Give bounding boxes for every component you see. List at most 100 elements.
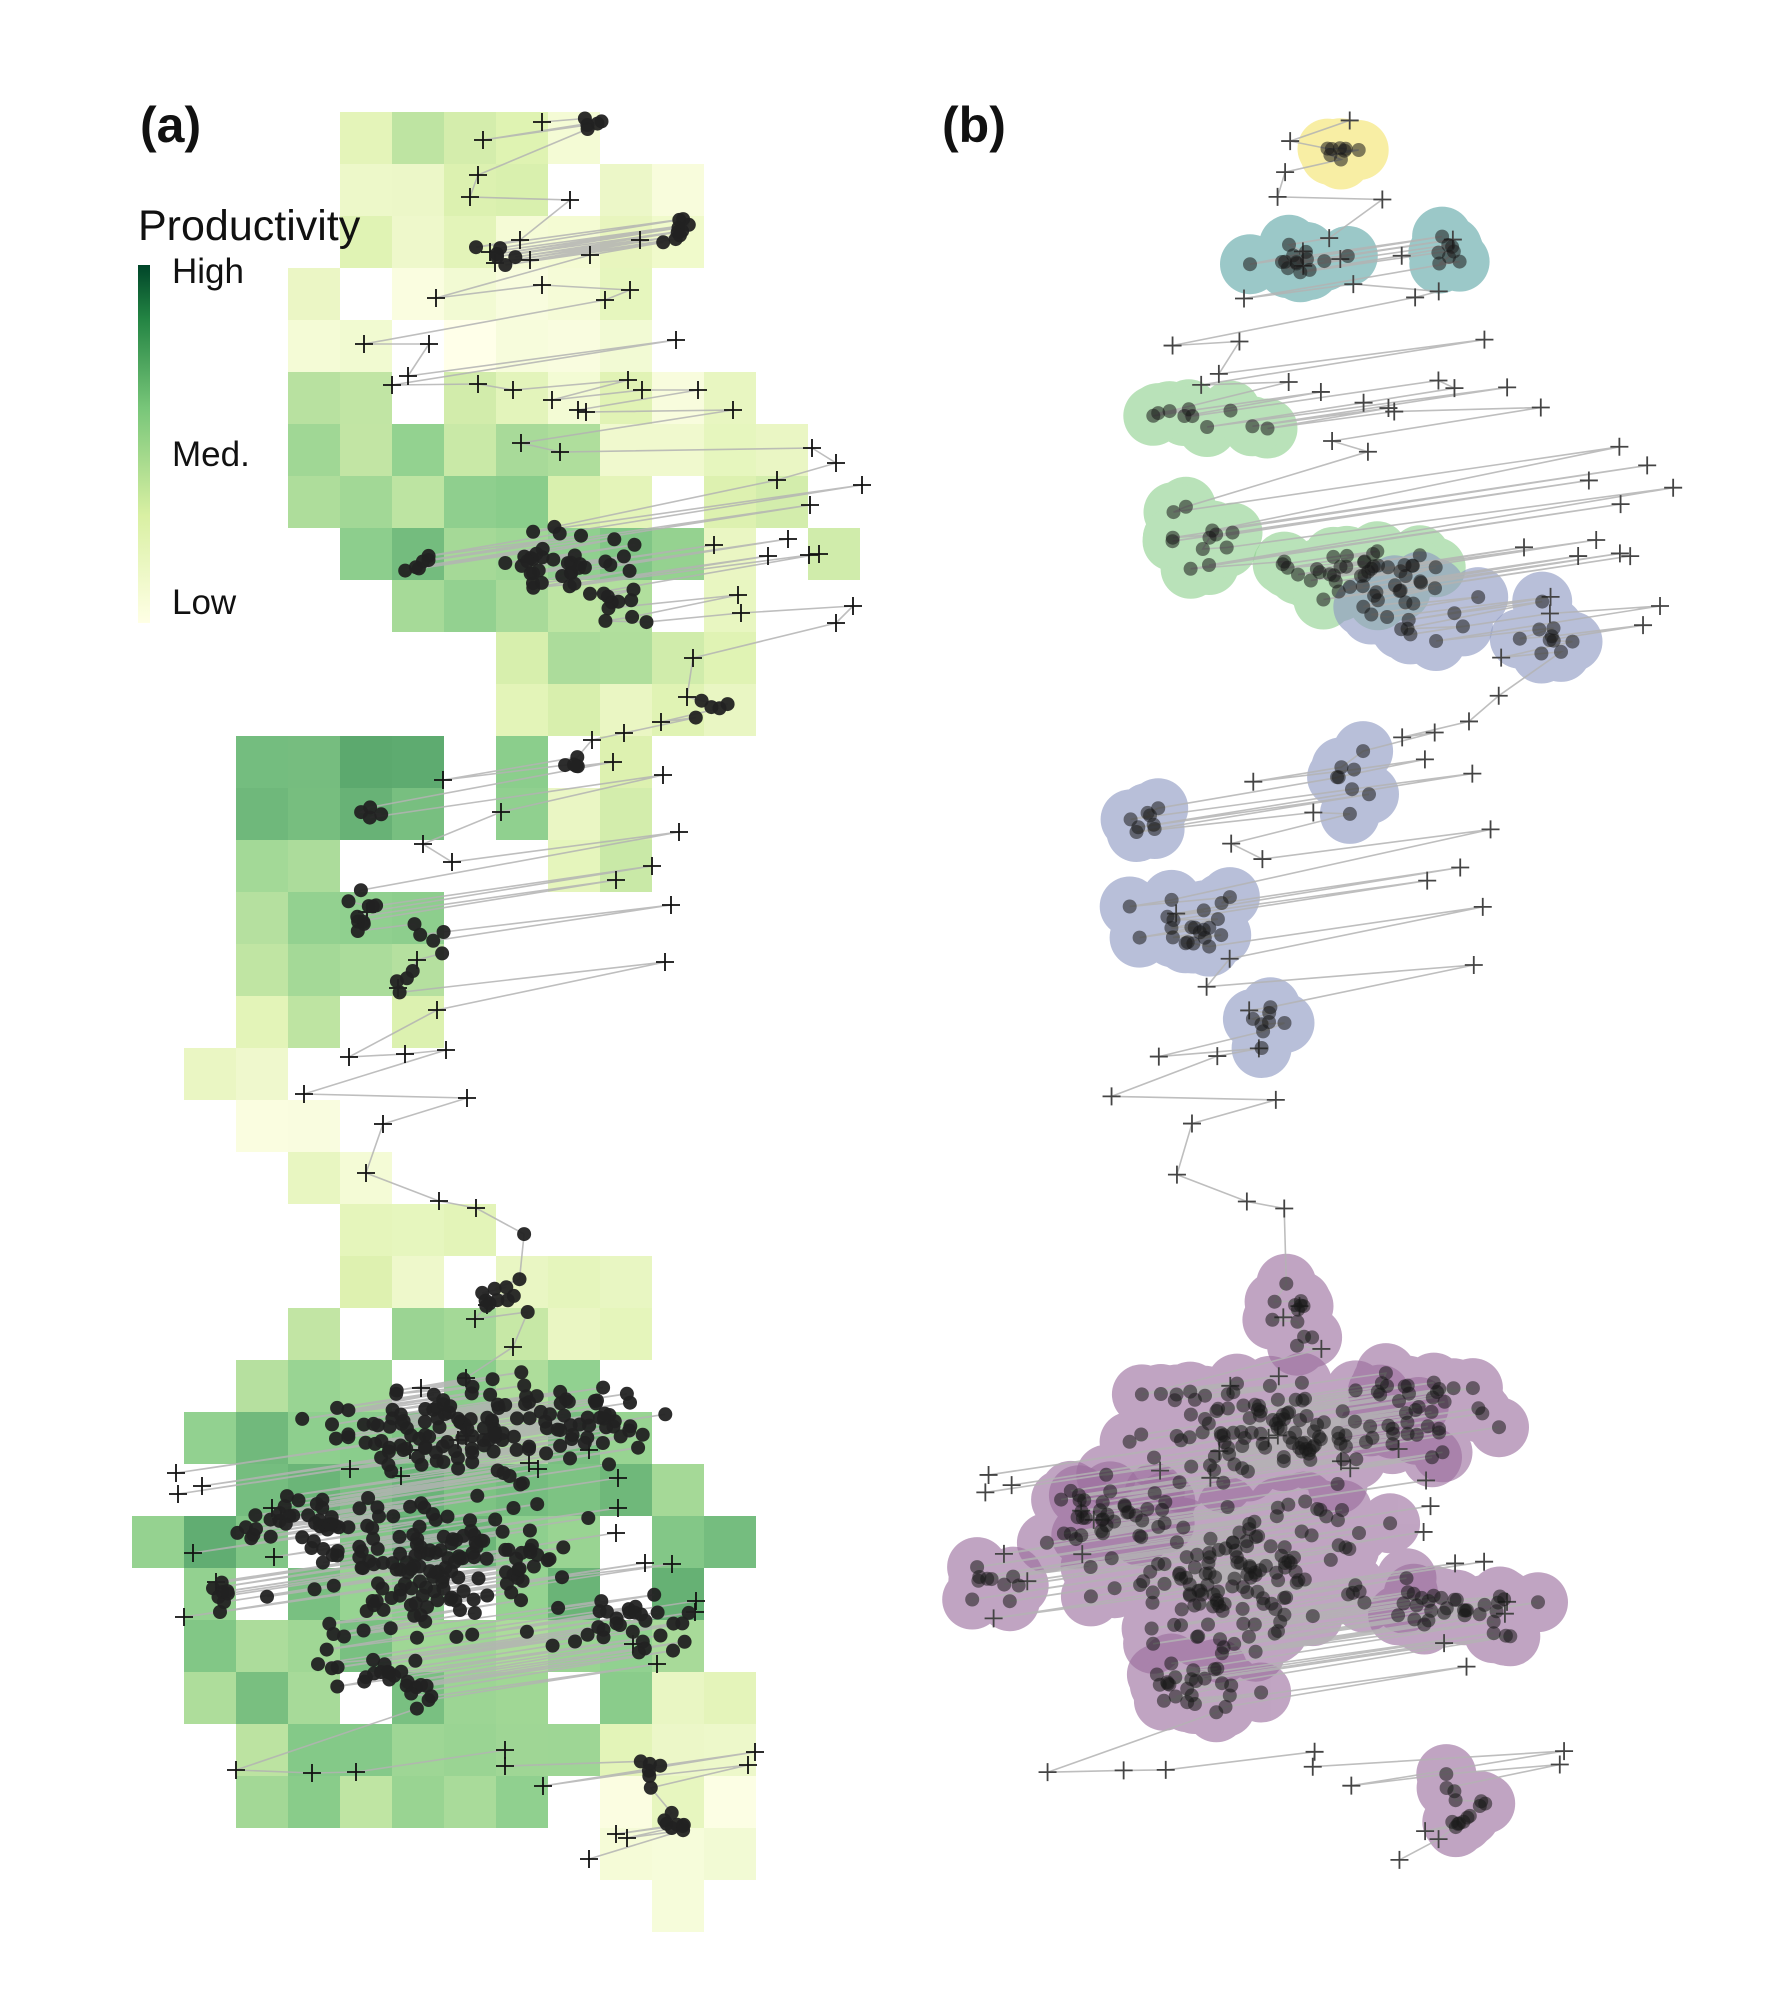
point-marker <box>1157 1576 1172 1591</box>
point-marker <box>1210 1593 1224 1607</box>
grid-cell <box>392 580 444 632</box>
point-markers-a <box>206 111 735 1838</box>
cross-marker <box>511 231 529 249</box>
point-marker <box>358 1435 373 1450</box>
point-marker <box>382 1419 397 1434</box>
point-marker <box>450 1451 465 1466</box>
point-marker <box>1512 631 1527 646</box>
cross-marker <box>533 276 551 294</box>
point-marker <box>1145 1585 1160 1600</box>
point-marker <box>330 1544 345 1558</box>
cross-marker <box>1311 382 1330 401</box>
grid-cell <box>236 1672 288 1724</box>
point-marker <box>676 1823 691 1838</box>
point-marker <box>1196 903 1211 918</box>
point-marker <box>1144 1621 1159 1636</box>
point-marker <box>421 1547 435 1562</box>
point-marker <box>526 524 541 539</box>
legend-high-label: High <box>172 252 244 291</box>
point-marker <box>367 1666 382 1681</box>
cross-marker <box>1664 478 1683 497</box>
point-marker <box>1235 1601 1250 1616</box>
cross-marker <box>1634 616 1653 635</box>
cross-marker <box>609 1499 627 1517</box>
point-marker <box>1140 805 1155 820</box>
grid-cell <box>496 1308 548 1360</box>
cross-marker <box>1305 1742 1324 1761</box>
point-marker <box>480 1588 495 1603</box>
point-marker <box>627 537 642 552</box>
grid-cell <box>184 1620 236 1672</box>
cross-marker <box>428 1001 446 1019</box>
point-marker <box>1432 1421 1446 1436</box>
cross-marker <box>1197 977 1216 996</box>
point-marker <box>1190 1629 1205 1644</box>
point-marker <box>1425 1450 1439 1465</box>
cross-marker <box>443 853 461 871</box>
point-marker <box>470 1488 485 1503</box>
point-marker <box>1074 1528 1089 1543</box>
point-marker <box>677 1634 692 1649</box>
cross-marker <box>1621 547 1640 566</box>
cross-marker <box>621 281 639 299</box>
cross-marker <box>984 1609 1003 1628</box>
point-marker <box>1184 1672 1199 1687</box>
point-marker <box>1255 1436 1270 1451</box>
point-marker <box>1219 540 1234 555</box>
point-marker <box>1104 1551 1119 1566</box>
cross-markers-a <box>167 113 871 1868</box>
grid-cell <box>392 1724 444 1776</box>
point-marker <box>1335 1503 1349 1517</box>
point-marker <box>520 554 535 569</box>
point-marker <box>514 1593 528 1608</box>
point-marker <box>1331 1431 1346 1446</box>
point-marker <box>1439 1601 1454 1616</box>
cross-marker <box>469 375 487 393</box>
grid-cell <box>288 1776 340 1828</box>
cross-marker <box>656 953 674 971</box>
cross-marker <box>347 1763 365 1781</box>
point-marker <box>1441 238 1456 252</box>
cross-marker <box>543 391 561 409</box>
point-marker <box>418 1441 432 1455</box>
point-marker <box>325 1417 339 1432</box>
point-marker <box>1336 1452 1350 1467</box>
point-marker <box>361 1491 376 1505</box>
point-marker <box>1200 420 1215 434</box>
point-marker <box>1223 403 1238 418</box>
cross-marker <box>184 1544 202 1562</box>
point-marker <box>387 1668 402 1683</box>
point-marker <box>1306 1424 1321 1439</box>
point-marker <box>1424 1404 1439 1419</box>
point-marker <box>1280 560 1295 575</box>
grid-cell <box>288 424 340 476</box>
point-marker <box>1492 1420 1506 1435</box>
point-marker <box>1083 1560 1098 1574</box>
point-marker <box>1281 1554 1296 1568</box>
point-marker <box>1174 1602 1189 1617</box>
grid-cell <box>496 1776 548 1828</box>
cross-marker <box>684 649 702 667</box>
point-marker <box>1211 1401 1226 1416</box>
cross-marker <box>1156 1760 1175 1779</box>
grid-cell <box>288 1308 340 1360</box>
point-marker <box>1132 930 1147 945</box>
point-marker <box>1339 559 1354 574</box>
point-marker <box>1409 1427 1424 1442</box>
cross-marker <box>430 1192 448 1210</box>
point-marker <box>1277 1016 1292 1030</box>
point-marker <box>1241 1629 1256 1644</box>
cluster-blob <box>1100 778 1189 862</box>
point-marker <box>1169 1535 1184 1550</box>
point-marker <box>1365 1430 1380 1445</box>
point-marker <box>688 710 703 725</box>
cross-marker <box>631 231 649 249</box>
point-marker <box>1316 1415 1331 1430</box>
point-marker <box>291 1493 306 1508</box>
cross-marker <box>355 335 373 353</box>
cross-marker <box>1279 372 1298 391</box>
point-marker <box>315 1492 330 1507</box>
cross-marker <box>175 1608 193 1626</box>
point-marker <box>529 1389 544 1404</box>
cross-marker <box>340 1048 358 1066</box>
